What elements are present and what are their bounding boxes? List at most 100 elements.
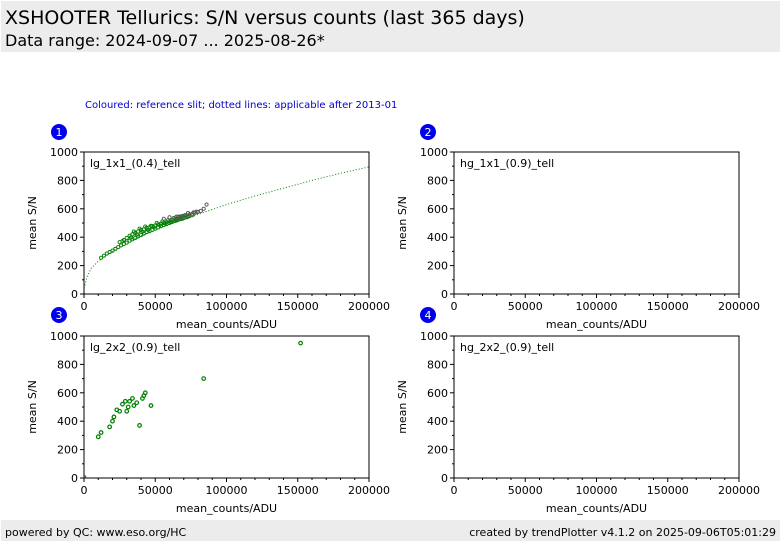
y-tick-label: 600 bbox=[57, 203, 78, 216]
panel-number-text: 2 bbox=[425, 126, 432, 139]
data-point bbox=[131, 229, 136, 234]
x-tick-label: 200000 bbox=[348, 484, 390, 497]
x-tick-label: 50000 bbox=[138, 300, 173, 313]
plot-panel-4: 4 0 50000 100000 150000 200000 0 200 400 600 800 10… bbox=[396, 307, 760, 515]
data-point bbox=[101, 253, 106, 258]
y-tick-label: 400 bbox=[427, 415, 448, 428]
data-point bbox=[122, 398, 128, 404]
fit-curve bbox=[84, 166, 369, 289]
x-tick-label: 50000 bbox=[508, 484, 543, 497]
x-tick-label: 100000 bbox=[576, 300, 618, 313]
y-tick-label: 200 bbox=[57, 444, 78, 457]
legend-note: Coloured: reference slit; dotted lines: … bbox=[85, 100, 398, 111]
data-point bbox=[140, 229, 145, 234]
data-point bbox=[124, 240, 129, 245]
data-point bbox=[95, 434, 101, 440]
axes-frame bbox=[453, 335, 740, 479]
y-tick-label: 200 bbox=[427, 444, 448, 457]
x-tick-label: 100000 bbox=[206, 484, 248, 497]
axes-frame bbox=[453, 151, 740, 295]
footer-credit: powered by QC: www.eso.org/HC bbox=[5, 526, 187, 539]
panel-label: lg_1x1_(0.4)_tell bbox=[90, 157, 180, 170]
y-tick-label: 400 bbox=[57, 415, 78, 428]
x-tick-label: 200000 bbox=[718, 300, 760, 313]
report-footer: powered by QC: www.eso.org/HC created by… bbox=[1, 520, 780, 541]
data-layer bbox=[84, 340, 304, 478]
y-tick-label: 1000 bbox=[50, 146, 78, 159]
y-tick-label: 0 bbox=[441, 472, 448, 485]
data-point bbox=[128, 235, 134, 240]
data-point bbox=[131, 403, 137, 408]
axes-frame bbox=[83, 151, 370, 295]
data-point bbox=[204, 202, 209, 207]
data-point bbox=[157, 223, 162, 228]
data-point bbox=[161, 216, 166, 221]
x-tick-label: 150000 bbox=[647, 484, 689, 497]
footer-created-by: created by trendPlotter v4.1.2 on 2025-0… bbox=[469, 526, 776, 539]
panel-label: hg_2x2_(0.9)_tell bbox=[460, 341, 554, 354]
data-point bbox=[111, 414, 117, 420]
x-tick-label: 0 bbox=[81, 484, 88, 497]
data-point bbox=[116, 245, 121, 250]
x-tick-label: 50000 bbox=[508, 300, 543, 313]
data-point bbox=[84, 474, 87, 478]
data-range-subtitle: Data range: 2024-09-07 ... 2025-08-26* bbox=[5, 31, 325, 50]
data-point bbox=[174, 214, 179, 219]
x-axis-label: mean_counts/ADU bbox=[546, 318, 647, 331]
x-tick-label: 200000 bbox=[718, 484, 760, 497]
x-tick-label: 0 bbox=[451, 300, 458, 313]
y-tick-label: 600 bbox=[57, 387, 78, 400]
panel-label: hg_1x1_(0.9)_tell bbox=[460, 157, 554, 170]
data-point bbox=[137, 423, 142, 428]
x-tick-label: 50000 bbox=[138, 484, 173, 497]
y-tick-label: 400 bbox=[427, 231, 448, 244]
panel-number-text: 3 bbox=[56, 309, 63, 322]
data-point bbox=[110, 418, 115, 424]
data-point bbox=[185, 211, 191, 216]
y-tick-label: 0 bbox=[71, 472, 78, 485]
x-tick-label: 0 bbox=[81, 300, 88, 313]
x-tick-label: 150000 bbox=[277, 300, 319, 313]
data-point bbox=[201, 206, 206, 211]
y-tick-label: 1000 bbox=[50, 330, 78, 343]
data-point bbox=[99, 255, 104, 260]
report-header: XSHOOTER Tellurics: S/N versus counts (l… bbox=[1, 1, 780, 52]
data-layer bbox=[84, 166, 369, 289]
data-point bbox=[134, 232, 139, 237]
page-title: XSHOOTER Tellurics: S/N versus counts (l… bbox=[5, 7, 525, 29]
panel-number-badge bbox=[420, 124, 436, 140]
data-point bbox=[127, 398, 133, 404]
data-point bbox=[167, 215, 172, 220]
plot-panel-1: 1 0 50000 100000 150000 200000 0 200 400 600 800 10… bbox=[26, 124, 390, 331]
data-point bbox=[298, 340, 304, 346]
data-point bbox=[120, 401, 125, 407]
y-tick-label: 400 bbox=[57, 231, 78, 244]
y-axis-label: mean S/N bbox=[26, 380, 39, 434]
data-point bbox=[134, 400, 140, 406]
data-point bbox=[194, 209, 199, 214]
data-point bbox=[146, 227, 151, 232]
data-point bbox=[201, 376, 207, 382]
y-tick-label: 800 bbox=[427, 174, 448, 187]
data-point bbox=[113, 246, 118, 251]
panel-number-badge bbox=[51, 307, 67, 323]
x-tick-label: 100000 bbox=[206, 300, 248, 313]
y-tick-label: 0 bbox=[71, 288, 78, 301]
data-point bbox=[117, 408, 123, 414]
panel-number-badge bbox=[420, 307, 436, 323]
data-point bbox=[107, 424, 113, 430]
y-tick-label: 1000 bbox=[420, 330, 448, 343]
x-axis-label: mean_counts/ADU bbox=[176, 502, 277, 515]
y-tick-label: 800 bbox=[427, 358, 448, 371]
data-point bbox=[180, 213, 185, 218]
data-point bbox=[148, 403, 154, 408]
y-tick-label: 0 bbox=[441, 288, 448, 301]
data-point bbox=[124, 408, 130, 414]
panel-number-badge bbox=[51, 124, 67, 140]
y-tick-label: 800 bbox=[57, 174, 78, 187]
y-tick-label: 600 bbox=[427, 387, 448, 400]
y-axis-label: mean S/N bbox=[396, 380, 409, 434]
x-axis-label: mean_counts/ADU bbox=[176, 318, 277, 331]
data-point bbox=[163, 221, 168, 226]
